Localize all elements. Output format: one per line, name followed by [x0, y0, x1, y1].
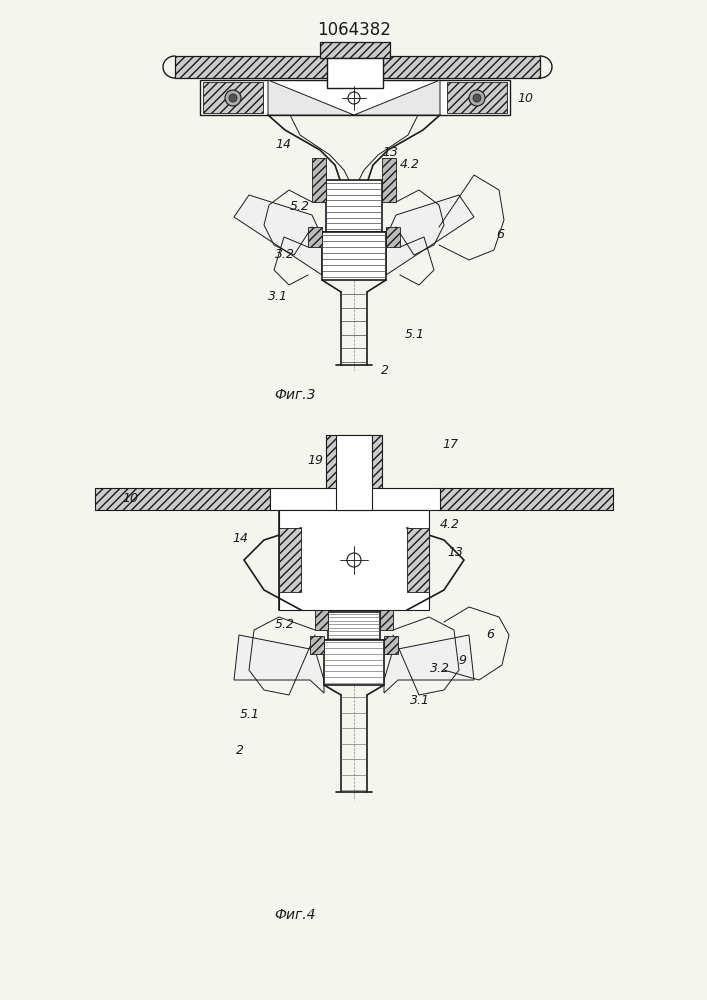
Polygon shape	[386, 195, 474, 275]
Text: 3.1: 3.1	[410, 694, 430, 706]
Bar	[380, 610, 393, 630]
Text: Фиг.4: Фиг.4	[274, 908, 316, 922]
Bar	[322, 232, 386, 280]
Text: 5.2: 5.2	[275, 618, 295, 632]
Text: 5.1: 5.1	[405, 328, 425, 342]
Text: 19: 19	[307, 454, 323, 466]
Bar	[279, 528, 301, 592]
Bar	[447, 82, 507, 113]
Circle shape	[225, 90, 241, 106]
Bar	[328, 612, 380, 640]
Bar	[384, 636, 398, 654]
Text: 10: 10	[517, 92, 533, 104]
Bar	[95, 488, 270, 510]
Text: 17: 17	[442, 438, 458, 452]
Text: Фиг.3: Фиг.3	[274, 388, 316, 402]
Text: 2: 2	[381, 363, 389, 376]
Bar	[326, 180, 382, 232]
Text: 9: 9	[458, 654, 466, 666]
Text: 4.2: 4.2	[440, 518, 460, 532]
Polygon shape	[384, 635, 474, 693]
Bar	[320, 42, 390, 58]
Bar	[326, 435, 382, 510]
Text: 6: 6	[486, 629, 494, 642]
Text: 1064382: 1064382	[317, 21, 391, 39]
Text: 5.2: 5.2	[290, 200, 310, 214]
Text: 3.2: 3.2	[275, 248, 295, 261]
Circle shape	[473, 94, 481, 102]
Bar	[324, 640, 384, 685]
Text: 13: 13	[382, 145, 398, 158]
Text: 14: 14	[232, 532, 248, 544]
Bar	[438, 488, 613, 510]
Text: 4.2: 4.2	[400, 158, 420, 172]
Bar	[310, 636, 324, 654]
Text: 3.2: 3.2	[430, 662, 450, 674]
Bar	[308, 227, 322, 247]
Text: 10: 10	[122, 492, 138, 506]
Bar	[279, 510, 429, 610]
Bar	[315, 610, 328, 630]
Bar	[336, 435, 372, 510]
Polygon shape	[268, 80, 354, 115]
Polygon shape	[234, 635, 324, 693]
Text: 14: 14	[275, 138, 291, 151]
Circle shape	[229, 94, 237, 102]
Bar	[175, 56, 540, 78]
Bar	[270, 488, 440, 510]
Bar	[200, 80, 510, 115]
Polygon shape	[354, 80, 440, 115]
Text: 6: 6	[496, 229, 504, 241]
Polygon shape	[234, 195, 322, 275]
Text: 3.1: 3.1	[268, 290, 288, 304]
Text: 13: 13	[447, 546, 463, 560]
Text: 2: 2	[236, 744, 244, 756]
Bar	[386, 227, 400, 247]
Bar	[407, 528, 429, 592]
Bar	[203, 82, 263, 113]
Bar	[312, 158, 326, 202]
Circle shape	[469, 90, 485, 106]
Text: 5.1: 5.1	[240, 708, 260, 722]
Bar	[382, 158, 396, 202]
Bar	[327, 58, 383, 88]
